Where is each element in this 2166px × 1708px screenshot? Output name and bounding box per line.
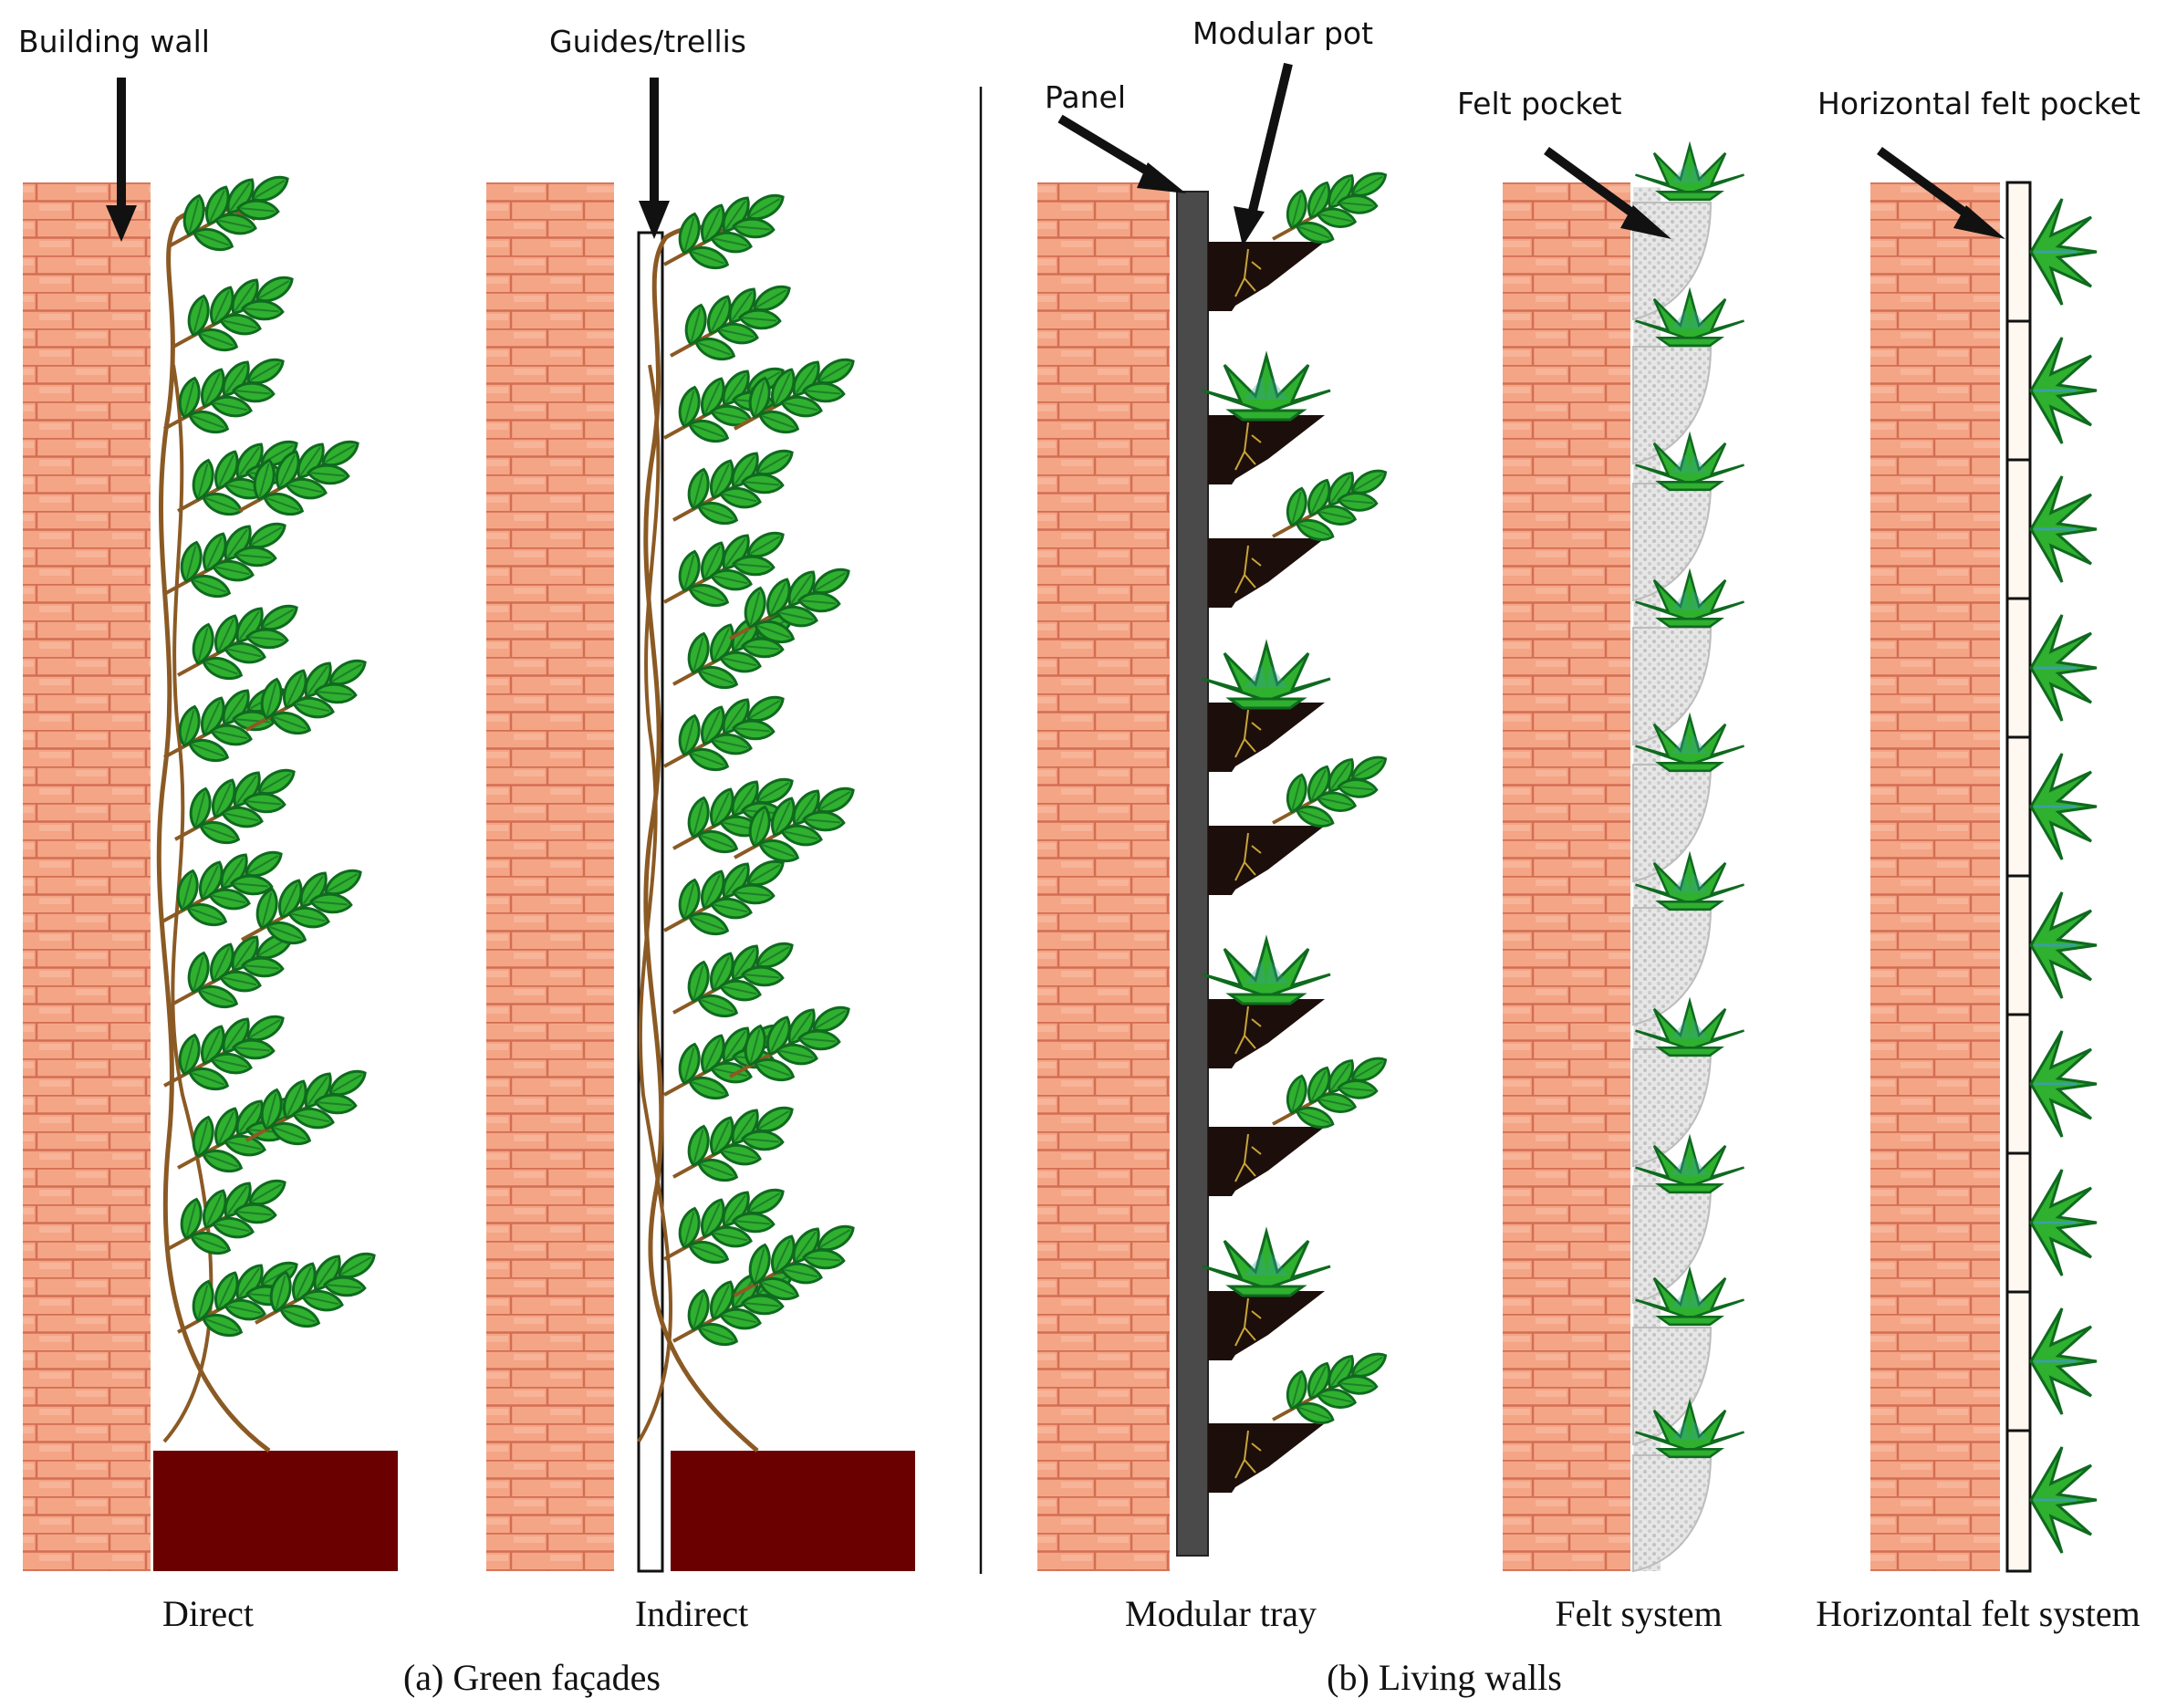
label-horizontal-felt-system: Horizontal felt system xyxy=(1816,1593,2140,1634)
label-felt-system: Felt system xyxy=(1555,1593,1722,1634)
arrow-building-wall xyxy=(106,78,137,242)
foliage-indirect xyxy=(664,190,858,1350)
foliage-direct xyxy=(162,172,379,1341)
vine-stem-direct xyxy=(156,206,271,1453)
vine-stem-indirect xyxy=(643,224,759,1453)
modular-tray-system xyxy=(1037,168,1390,1571)
building-wall-direct xyxy=(23,182,151,1571)
label-modular-tray: Modular tray xyxy=(1125,1593,1317,1634)
modular-plants xyxy=(1201,168,1390,1428)
horizontal-felt-plants xyxy=(2029,197,2098,1555)
direct-system xyxy=(23,172,398,1571)
felt-system xyxy=(1503,144,1745,1573)
label-horizontal-felt-pocket: Horizontal felt pocket xyxy=(1817,86,2140,121)
callout-arrows xyxy=(106,62,2005,246)
modular-pots xyxy=(1207,241,1326,1494)
building-wall-modular xyxy=(1037,182,1170,1571)
label-green-facades: (a) Green façades xyxy=(403,1657,661,1698)
building-wall-indirect xyxy=(486,182,614,1571)
building-wall-felt xyxy=(1503,182,1630,1571)
horizontal-felt-system xyxy=(1870,181,2098,1573)
label-indirect: Indirect xyxy=(635,1593,748,1634)
arrow-felt-pocket xyxy=(1544,146,1671,239)
panel xyxy=(1176,191,1209,1557)
planter-indirect xyxy=(671,1451,915,1571)
label-living-walls: (b) Living walls xyxy=(1327,1657,1562,1698)
building-wall-horizontal-felt xyxy=(1870,182,2000,1571)
arrow-modular-pot xyxy=(1234,62,1293,246)
arrow-panel xyxy=(1057,114,1186,193)
label-guides-trellis: Guides/trellis xyxy=(549,24,746,59)
horizontal-felt-pockets xyxy=(2005,181,2032,1573)
label-direct: Direct xyxy=(162,1593,254,1634)
label-panel: Panel xyxy=(1045,79,1126,115)
planter-direct xyxy=(153,1451,398,1571)
label-felt-pocket: Felt pocket xyxy=(1457,86,1622,121)
label-modular-pot: Modular pot xyxy=(1192,16,1373,51)
felt-pockets xyxy=(1632,202,1713,1573)
label-building-wall: Building wall xyxy=(18,24,210,59)
arrow-horizontal-felt-pocket xyxy=(1877,146,2005,239)
arrow-guides-trellis xyxy=(639,78,670,239)
indirect-system xyxy=(486,182,915,1573)
